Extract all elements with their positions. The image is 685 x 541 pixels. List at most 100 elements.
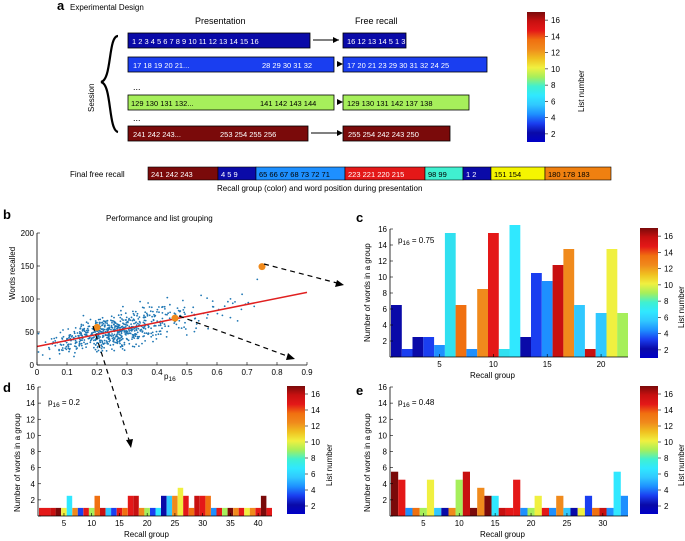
- y-tick-label: 10: [26, 431, 35, 440]
- x-tick-label: 15: [543, 360, 552, 369]
- scatter-point: [80, 344, 83, 347]
- scatter-point: [69, 334, 72, 336]
- scatter-point: [87, 329, 90, 332]
- scatter-point: [110, 324, 113, 327]
- x-tick-label: 0: [35, 368, 40, 377]
- colorbar-tick-label: 16: [664, 390, 673, 399]
- bar: [584, 495, 593, 516]
- scatter-point: [141, 330, 144, 332]
- bar: [620, 495, 628, 516]
- bar: [541, 281, 553, 357]
- panel-c-annotation: p16 = 0.75: [398, 236, 435, 247]
- scatter-point: [136, 337, 139, 340]
- scatter-point: [153, 325, 156, 327]
- bar: [412, 337, 424, 357]
- y-tick-label: 2: [383, 337, 388, 346]
- scatter-point: [48, 357, 51, 360]
- scatter-point: [134, 310, 137, 313]
- scatter-point: [67, 345, 70, 348]
- colorbar-tick-label: 8: [664, 454, 669, 463]
- scatter-point: [84, 343, 87, 345]
- bar: [44, 507, 50, 516]
- bar: [188, 507, 195, 516]
- scatter-point: [142, 316, 145, 319]
- row4-recall-text: 255 254 242 243 250: [348, 130, 419, 139]
- bar: [50, 507, 56, 516]
- scatter-point: [98, 322, 101, 325]
- row4-presentation-text-b: 253 254 255 256: [220, 130, 276, 139]
- colorbar-tick-label: 6: [551, 97, 556, 106]
- scatter-point: [121, 325, 124, 328]
- scatter-point: [113, 337, 116, 340]
- x-tick-label: 35: [226, 519, 235, 528]
- colorbar-tick-label: 6: [311, 470, 316, 479]
- scatter-point: [59, 343, 62, 346]
- scatter-point: [117, 326, 120, 328]
- rows-ellipsis-2: ...: [133, 113, 141, 123]
- scatter-point: [105, 350, 108, 352]
- scatter-point: [81, 334, 83, 337]
- y-tick-label: 6: [31, 464, 36, 473]
- colorbar-tick-label: 8: [664, 297, 669, 306]
- row2-arrowhead: [337, 61, 343, 67]
- scatter-point: [164, 313, 167, 316]
- scatter-point: [165, 336, 168, 338]
- bar: [144, 507, 150, 516]
- colorbar-tick-label: 12: [311, 422, 320, 431]
- scatter-point: [61, 347, 64, 349]
- scatter-point: [118, 337, 120, 339]
- scatter-point: [97, 318, 100, 321]
- scatter-point: [120, 313, 123, 316]
- panel-c-colorbar-ticks: 16 14 12 10 8 6 4 2: [658, 232, 673, 355]
- scatter-point: [166, 330, 169, 333]
- x-tick-label: 5: [421, 519, 426, 528]
- scatter-point: [159, 333, 162, 335]
- x-tick-label: 0.6: [211, 368, 223, 377]
- panel-e-annotation-subscript: 16: [402, 402, 410, 409]
- scatter-point: [120, 336, 123, 339]
- scatter-point: [136, 331, 139, 334]
- scatter-point: [234, 301, 236, 303]
- scatter-point: [37, 332, 40, 335]
- scatter-point: [93, 336, 95, 338]
- scatter-point: [137, 318, 140, 320]
- scatter-point: [102, 322, 105, 325]
- scatter-point: [112, 323, 115, 326]
- bar: [127, 495, 134, 516]
- colorbar-tick-label: 6: [664, 470, 669, 479]
- y-tick-label: 4: [383, 321, 388, 330]
- scatter-point: [135, 324, 138, 327]
- scatter-point: [97, 335, 100, 337]
- bar: [617, 313, 628, 357]
- bar: [441, 507, 449, 516]
- panel-d-letter: d: [3, 380, 11, 395]
- x-tick-label: 10: [489, 360, 498, 369]
- bar: [584, 349, 596, 357]
- bar: [66, 495, 73, 516]
- bar: [505, 507, 514, 516]
- scatter-point: [180, 327, 183, 329]
- scatter-point: [150, 320, 153, 323]
- scatter-point: [44, 341, 47, 343]
- row1-recall-box: [342, 32, 407, 49]
- scatter-point: [112, 343, 115, 346]
- panel-e-chart: 2 4 6 8 10 12 14 16 5 10 15 20 25 30: [378, 383, 628, 528]
- scatter-point: [80, 332, 83, 335]
- panel-a-colorbar-label: List number: [577, 70, 586, 112]
- bar: [498, 349, 510, 357]
- scatter-point: [87, 322, 89, 325]
- x-tick-label: 25: [170, 519, 179, 528]
- scatter-point: [119, 326, 122, 329]
- bar: [166, 495, 173, 516]
- colorbar-tick-label: 4: [664, 330, 669, 339]
- scatter-point: [127, 339, 130, 342]
- scatter-point: [106, 341, 108, 343]
- scatter-point: [41, 354, 44, 356]
- scatter-point: [136, 335, 139, 338]
- scatter-point: [74, 327, 77, 329]
- scatter-point: [94, 322, 97, 325]
- bar: [100, 507, 106, 516]
- scatter-point: [48, 348, 51, 351]
- x-tick-label: 0.1: [61, 368, 73, 377]
- scatter-point: [62, 343, 65, 346]
